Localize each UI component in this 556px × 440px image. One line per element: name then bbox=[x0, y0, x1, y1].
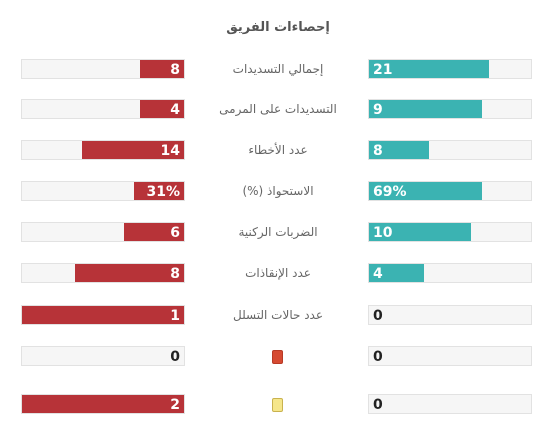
home-stat-fill bbox=[124, 223, 184, 241]
home-stat-bar: 8 bbox=[21, 59, 185, 79]
away-stat-value: 21 bbox=[373, 62, 393, 78]
away-stat-bar: 21 bbox=[368, 59, 532, 79]
red-card-icon bbox=[272, 350, 283, 364]
home-stat-bar: 31% bbox=[21, 181, 185, 201]
home-stat-fill bbox=[140, 60, 184, 78]
away-stat-value: 9 bbox=[373, 102, 383, 118]
away-stat-bar: 9 bbox=[368, 99, 532, 119]
home-stat-value: 8 bbox=[170, 266, 180, 282]
yellow-card-icon bbox=[272, 398, 283, 412]
away-stat-bar: 0 bbox=[368, 305, 532, 325]
stats-title: إحصاءات الفريق bbox=[226, 20, 330, 35]
stat-label: عدد الإنقاذات bbox=[245, 266, 311, 280]
home-stat-bar: 1 bbox=[21, 305, 185, 325]
stat-row: 6 الضربات الركنية 10 bbox=[0, 222, 556, 244]
away-stat-bar: 0 bbox=[368, 394, 532, 414]
away-stat-bar: 10 bbox=[368, 222, 532, 242]
home-stat-fill bbox=[81, 141, 184, 159]
home-stat-value: 1 bbox=[170, 308, 180, 324]
home-stat-fill bbox=[133, 182, 184, 200]
away-stat-value: 69% bbox=[373, 184, 407, 200]
away-stat-value: 8 bbox=[373, 143, 383, 159]
home-stat-bar: 6 bbox=[21, 222, 185, 242]
stat-label: الضربات الركنية bbox=[238, 225, 318, 239]
home-stat-bar: 2 bbox=[21, 394, 185, 414]
stat-row: 14 عدد الأخطاء 8 bbox=[0, 140, 556, 162]
away-stat-fill bbox=[369, 60, 489, 78]
stat-label: عدد الأخطاء bbox=[248, 143, 308, 157]
away-stat-bar: 69% bbox=[368, 181, 532, 201]
away-stat-bar: 4 bbox=[368, 263, 532, 283]
away-stat-value: 0 bbox=[373, 308, 383, 324]
away-stat-bar: 8 bbox=[368, 140, 532, 160]
home-stat-bar: 0 bbox=[21, 346, 185, 366]
stat-label: عدد حالات التسلل bbox=[232, 308, 324, 322]
home-stat-bar: 4 bbox=[21, 99, 185, 119]
home-stat-value: 8 bbox=[170, 62, 180, 78]
home-stat-value: 4 bbox=[170, 102, 180, 118]
away-stat-fill bbox=[369, 182, 483, 200]
stat-row: 8 عدد الإنقاذات 4 bbox=[0, 263, 556, 285]
away-stat-value: 4 bbox=[373, 266, 383, 282]
home-stat-value: 2 bbox=[170, 397, 180, 413]
stat-row: 31% الاستحواذ (%) 69% bbox=[0, 181, 556, 203]
away-stat-value: 0 bbox=[373, 397, 383, 413]
home-stat-bar: 14 bbox=[21, 140, 185, 160]
home-stat-fill bbox=[22, 306, 184, 324]
stat-row: 4 التسديدات على المرمى 9 bbox=[0, 99, 556, 121]
home-stat-value: 0 bbox=[170, 349, 180, 365]
away-stat-value: 0 bbox=[373, 349, 383, 365]
home-stat-fill bbox=[140, 100, 184, 118]
stat-label: التسديدات على المرمى bbox=[219, 102, 337, 116]
away-stat-fill bbox=[369, 264, 425, 282]
home-stat-fill bbox=[22, 395, 184, 413]
away-stat-fill bbox=[369, 100, 483, 118]
home-stat-value: 14 bbox=[160, 143, 180, 159]
stat-label: الاستحواذ (%) bbox=[242, 184, 314, 198]
stat-row: 8 إجمالي التسديدات 21 bbox=[0, 59, 556, 81]
home-stat-value: 31% bbox=[146, 184, 180, 200]
home-stat-bar: 8 bbox=[21, 263, 185, 283]
away-stat-value: 10 bbox=[373, 225, 393, 241]
home-stat-value: 6 bbox=[170, 225, 180, 241]
away-stat-fill bbox=[369, 141, 429, 159]
stat-row: 1 عدد حالات التسلل 0 bbox=[0, 305, 556, 327]
home-stat-fill bbox=[75, 264, 184, 282]
stat-label: إجمالي التسديدات bbox=[232, 62, 324, 76]
away-stat-fill bbox=[369, 223, 472, 241]
away-stat-bar: 0 bbox=[368, 346, 532, 366]
